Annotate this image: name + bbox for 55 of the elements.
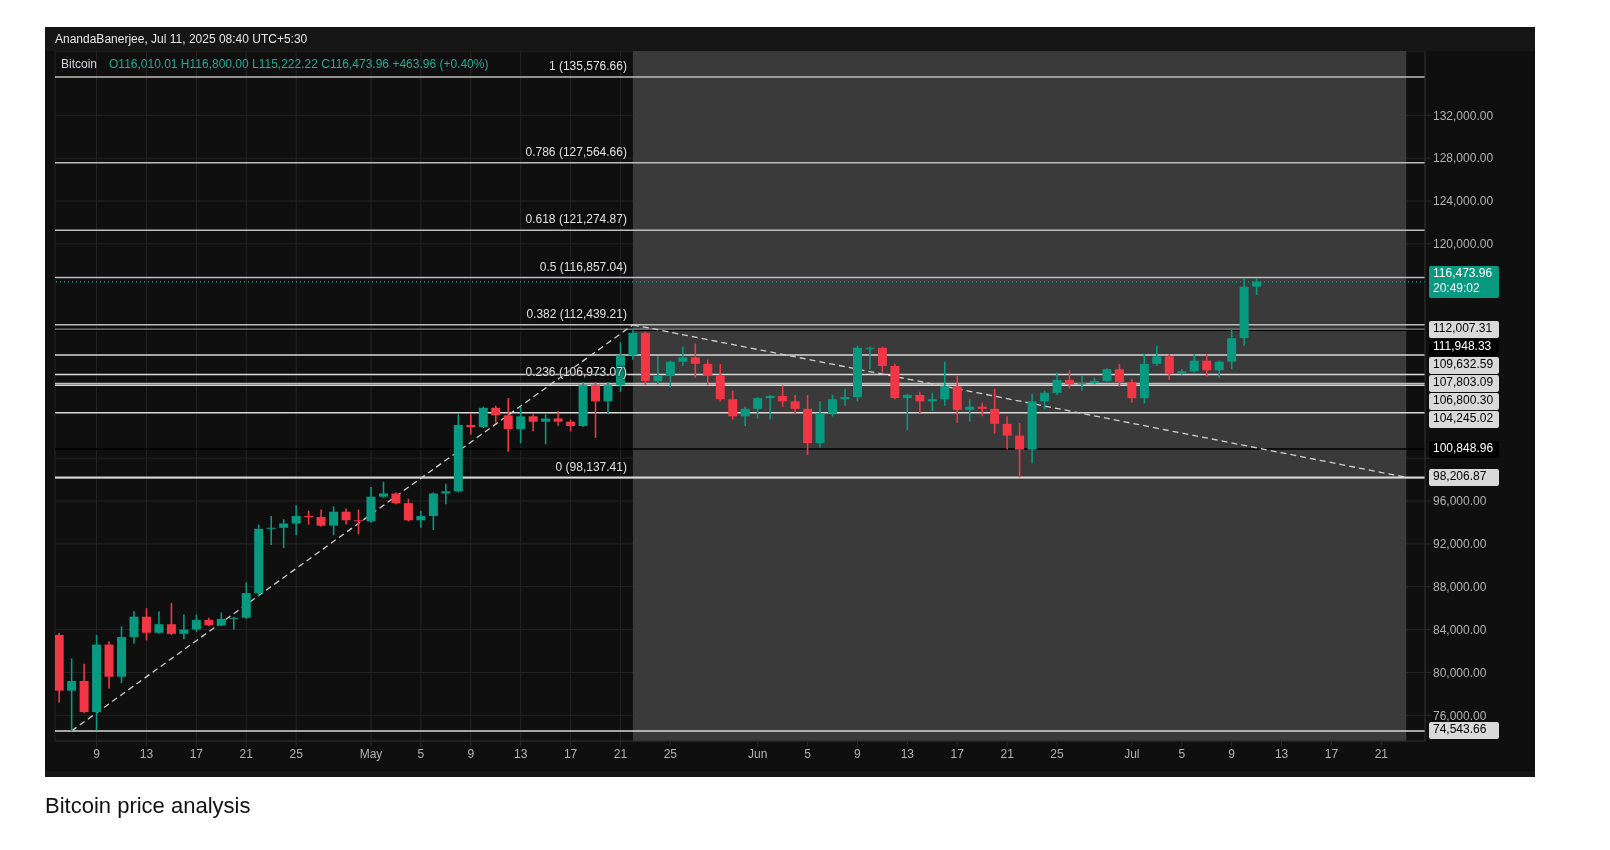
x-tick-label: 17 (189, 746, 204, 761)
ref-line-label: 109,632.59 (1433, 356, 1495, 372)
ref-line-label: 107,803.09 (1433, 374, 1495, 390)
x-tick-label: 17 (950, 746, 965, 761)
x-tick-label: Jun (747, 746, 768, 761)
annotation: 0.382 (112,439.21) (526, 306, 627, 321)
x-tick-label: 25 (663, 746, 678, 761)
y-tick-label: 88,000.00 (1433, 579, 1487, 594)
text: AnandaBanerjee, Jul 11, 2025 08:40 UTC+5:30 (55, 32, 308, 46)
x-tick-label: 21 (1000, 746, 1015, 761)
x-tick-label: 13 (900, 746, 915, 761)
ref-line-label: 74,543.66 (1433, 722, 1488, 738)
x-tick-label: 5 (1178, 746, 1186, 761)
ref-line-label: 100,848.96 (1433, 440, 1495, 456)
y-tick-label: 96,000.00 (1433, 494, 1487, 509)
ref-line-label: 98,206.87 (1433, 468, 1488, 484)
x-tick-label: 21 (613, 746, 628, 761)
y-tick-label: 128,000.00 (1433, 151, 1494, 166)
text: O116,010.01 H116,800.00 L115,222.22 C116,473.96 +463.96 (+0.40%) (109, 57, 489, 71)
ref-line-label: 106,800.30 (1433, 392, 1495, 408)
x-tick-label: 21 (239, 746, 254, 761)
ref-line-label: 104,245.02 (1433, 410, 1495, 426)
x-tick-label: 13 (139, 746, 154, 761)
x-tick-label: May (359, 746, 383, 761)
y-tick-label: 132,000.00 (1433, 108, 1494, 123)
x-tick-label: 9 (467, 746, 475, 761)
y-tick-label: 120,000.00 (1433, 237, 1494, 252)
x-tick-label: 25 (289, 746, 304, 761)
ref-line-label: 116,473.96 20:49:02 (1433, 265, 1494, 296)
annotation: 0 (98,137.41) (555, 460, 627, 475)
ref-line-label: 111,948.33 (1433, 338, 1493, 354)
y-tick-label: 92,000.00 (1433, 537, 1487, 552)
x-tick-label: 17 (1324, 746, 1339, 761)
x-tick-label: Jul (1124, 746, 1140, 761)
y-tick-label: 124,000.00 (1433, 194, 1494, 209)
text: Bitcoin price analysis (45, 793, 251, 819)
annotation: 0.618 (121,274.87) (525, 212, 627, 227)
y-tick-label: 80,000.00 (1433, 665, 1487, 680)
x-tick-label: 9 (854, 746, 862, 761)
y-tick-label: 76,000.00 (1433, 708, 1487, 723)
x-tick-label: 21 (1374, 746, 1389, 761)
x-tick-label: 5 (804, 746, 812, 761)
annotation: 0.5 (116,857.04) (539, 259, 627, 274)
ref-line-label: 112,007.31 (1433, 320, 1494, 336)
x-tick-label: 9 (93, 746, 101, 761)
y-tick-label: 84,000.00 (1433, 622, 1487, 637)
annotation: 1 (135,576.66) (548, 58, 627, 73)
text: Bitcoin (61, 57, 98, 71)
x-tick-label: 13 (1274, 746, 1289, 761)
annotation: 0.786 (127,564.66) (525, 144, 627, 159)
x-tick-label: 25 (1050, 746, 1065, 761)
x-tick-label: 17 (563, 746, 578, 761)
x-tick-label: 5 (417, 746, 425, 761)
x-tick-label: 9 (1228, 746, 1236, 761)
x-tick-label: 13 (514, 746, 528, 761)
